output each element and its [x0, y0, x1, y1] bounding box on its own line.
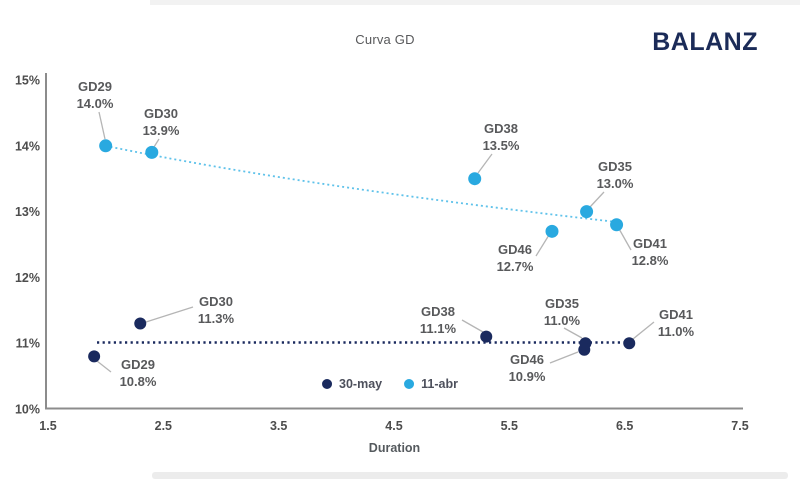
point-label-yield-GD46: 12.7% — [497, 259, 534, 274]
point-label-bond-GD30: GD30 — [199, 294, 233, 309]
point-label-bond-GD46: GD46 — [510, 352, 544, 367]
point-label-yield-GD38: 13.5% — [483, 138, 520, 153]
axis-lines — [45, 73, 743, 410]
point-label-bond-GD41: GD41 — [633, 236, 667, 251]
y-tick-label: 14% — [15, 139, 40, 153]
bottom-edge-strip — [152, 472, 788, 479]
data-point-GD38-11-abr — [468, 172, 482, 186]
x-tick-label: 2.5 — [155, 419, 172, 433]
point-label-yield-GD29: 14.0% — [77, 96, 114, 111]
trendline-11-abr — [105, 144, 617, 223]
point-label-yield-GD41: 12.8% — [632, 253, 669, 268]
y-tick-label: 15% — [15, 74, 40, 88]
leader-line-GD30 — [145, 306, 194, 323]
leader-line-GD38 — [477, 153, 493, 174]
data-point-GD41-30-may — [623, 337, 636, 350]
point-label-bond-GD38: GD38 — [484, 121, 518, 136]
leader-line-GD41 — [617, 226, 632, 251]
point-label-yield-GD30: 11.3% — [198, 311, 235, 326]
point-label-bond-GD29: GD29 — [78, 79, 112, 94]
data-point-GD29-11-abr — [99, 139, 113, 153]
point-label-bond-GD41: GD41 — [659, 307, 693, 322]
x-tick-label: 4.5 — [385, 419, 402, 433]
point-label-yield-GD46: 10.9% — [509, 369, 546, 384]
data-point-GD46-11-abr — [545, 224, 559, 238]
point-label-bond-GD46: GD46 — [498, 242, 532, 257]
point-label-yield-GD35: 13.0% — [597, 176, 634, 191]
point-label-bond-GD38: GD38 — [421, 304, 455, 319]
x-axis-title: Duration — [368, 441, 421, 455]
y-tick-label: 10% — [15, 403, 40, 417]
top-edge-strip — [150, 0, 800, 5]
chart-title: Curva GD — [355, 32, 415, 47]
x-tick-label: 1.5 — [39, 419, 56, 433]
x-tick-label: 3.5 — [270, 419, 287, 433]
chart-legend: 30-may 11-abr — [322, 377, 458, 391]
data-point-GD29-30-may — [88, 350, 101, 363]
leader-line-GD35 — [563, 327, 583, 339]
leader-line-GD29 — [96, 360, 112, 373]
point-label-bond-GD30: GD30 — [144, 106, 178, 121]
leader-line-GD30 — [153, 138, 160, 148]
legend-item-30-may: 30-may — [322, 377, 382, 391]
point-label-yield-GD30: 13.9% — [143, 123, 180, 138]
x-tick-label: 6.5 — [616, 419, 633, 433]
legend-label-30-may: 30-may — [339, 377, 383, 391]
data-point-GD38-30-may — [480, 330, 493, 343]
leader-line-GD41 — [632, 321, 655, 340]
y-tick-label: 13% — [15, 205, 40, 219]
legend-marker-30-may — [322, 379, 333, 389]
point-label-yield-GD38: 11.1% — [420, 321, 457, 336]
y-tick-label: 11% — [16, 337, 40, 351]
leader-line-GD29 — [98, 111, 106, 140]
x-tick-label: 7.5 — [731, 419, 748, 433]
legend-label-11-abr: 11-abr — [421, 377, 458, 391]
point-label-yield-GD35: 11.0% — [544, 313, 581, 328]
leader-line-GD46 — [535, 234, 550, 257]
legend-item-11-abr: 11-abr — [404, 377, 458, 391]
balanz-logo: BALANZ — [652, 28, 758, 56]
leader-line-GD38 — [461, 319, 484, 333]
leader-line-GD46 — [549, 351, 579, 364]
data-point-GD30-30-may — [134, 317, 147, 330]
data-point-GD30-11-abr — [145, 145, 159, 159]
point-label-yield-GD41: 11.0% — [658, 324, 695, 339]
point-label-bond-GD35: GD35 — [545, 296, 579, 311]
data-point-GD41-11-abr — [610, 218, 624, 232]
y-tick-label: 12% — [15, 271, 40, 285]
legend-marker-11-abr — [404, 379, 415, 389]
point-label-bond-GD35: GD35 — [598, 159, 632, 174]
point-label-yield-GD29: 10.8% — [120, 374, 157, 389]
data-point-GD35-11-abr — [580, 205, 594, 219]
data-point-GD35-30-may — [579, 337, 592, 350]
leader-line-GD35 — [589, 191, 605, 208]
x-tick-label: 5.5 — [501, 419, 518, 433]
point-label-bond-GD29: GD29 — [121, 357, 155, 372]
